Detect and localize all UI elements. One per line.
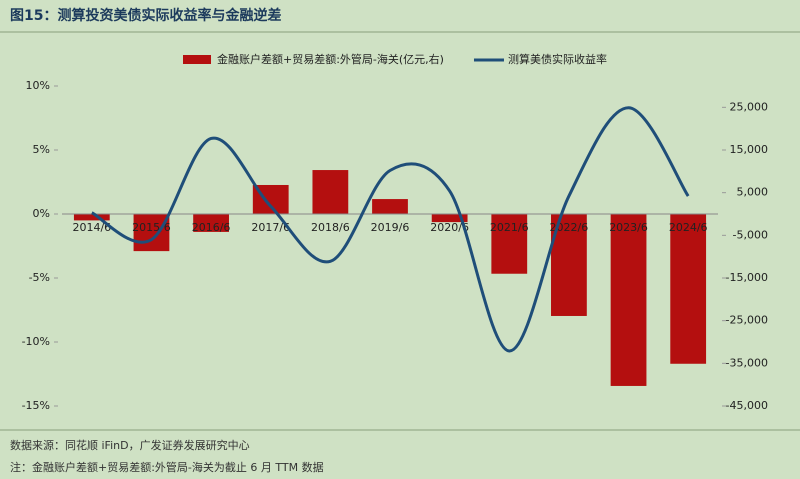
- x-tick-label: 2016/6: [192, 221, 231, 234]
- y-tick-label: 0%: [33, 207, 50, 220]
- x-tick-label: 2021/6: [490, 221, 529, 234]
- y-tick-label: -10%: [22, 335, 50, 348]
- y-tick-label: 5%: [33, 143, 50, 156]
- x-tick-label: 2019/6: [371, 221, 410, 234]
- y2-tick-label: 15,000: [730, 143, 769, 156]
- y2-tick-label: 25,000: [730, 100, 769, 113]
- legend-label: 金融账户差额+贸易差额:外管局-海关(亿元,右): [217, 52, 444, 66]
- bar: [193, 214, 229, 232]
- legend-label: 测算美债实际收益率: [508, 52, 607, 66]
- bar: [73, 214, 110, 221]
- chart-title: 图15：测算投资美债实际收益率与金融逆差: [10, 7, 281, 24]
- bar: [670, 214, 707, 364]
- y2-tick-label: 5,000: [737, 186, 769, 199]
- y2-tick-label: -35,000: [726, 356, 768, 369]
- x-tick-label: 2024/6: [669, 221, 708, 234]
- x-tick-label: 2023/6: [609, 221, 648, 234]
- y-tick-label: -5%: [29, 271, 50, 284]
- legend-swatch: [183, 55, 211, 64]
- y-tick-label: 10%: [26, 79, 50, 92]
- x-tick-label: 2020/6: [430, 221, 469, 234]
- x-tick-label: 2014/6: [72, 221, 111, 234]
- bar: [431, 214, 468, 223]
- y-tick-label: -15%: [22, 399, 50, 412]
- line: [91, 106, 690, 353]
- bar: [312, 170, 349, 214]
- bar: [610, 214, 647, 386]
- note: 注：金融账户差额+贸易差额:外管局-海关为截止 6 月 TTM 数据: [10, 460, 324, 474]
- x-tick-label: 2018/6: [311, 221, 350, 234]
- bar: [133, 214, 170, 252]
- source: 数据来源：同花顺 iFinD，广发证券发展研究中心: [10, 438, 250, 452]
- x-tick-label: 2017/6: [251, 221, 290, 234]
- bar: [372, 199, 408, 214]
- y2-tick-label: -25,000: [726, 314, 768, 327]
- bar: [491, 214, 528, 274]
- y2-tick-label: -5,000: [733, 228, 768, 241]
- y2-tick-label: -15,000: [726, 271, 768, 284]
- y2-tick-label: -45,000: [726, 399, 768, 412]
